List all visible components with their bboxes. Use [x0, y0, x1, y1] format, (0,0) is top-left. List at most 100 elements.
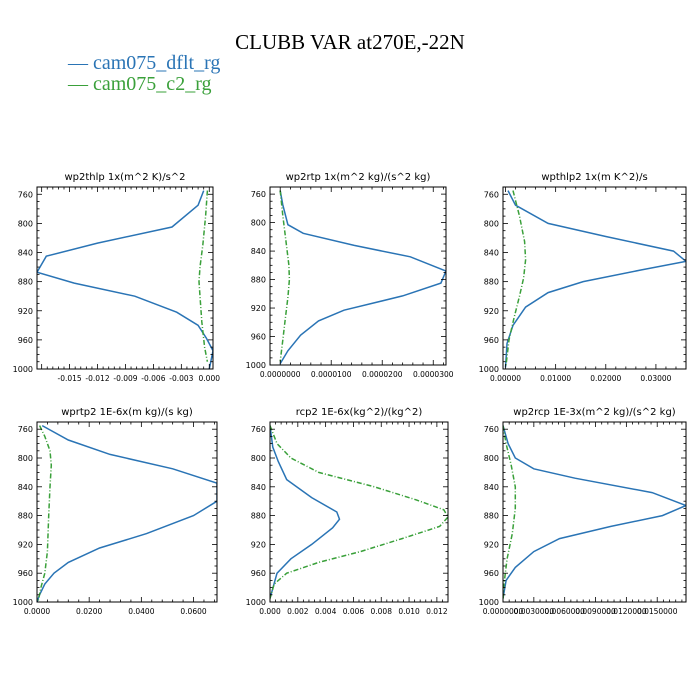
series-line-c2 [505, 190, 527, 366]
y-tick-label: 960 [251, 333, 266, 342]
x-tick-label: -0.015 [57, 374, 81, 383]
plot-frame [502, 186, 687, 370]
y-tick-label: 1000 [13, 365, 33, 374]
series-line-c2 [279, 190, 291, 362]
y-tick-label: 760 [251, 190, 266, 199]
series-line-dflt [270, 425, 341, 599]
panel-5: rcp2 1E-6x(kg^2)/(kg^2) 760 800 840 880 920 96… [246, 407, 449, 616]
y-tick-label: 800 [18, 219, 33, 228]
series-line-c2 [37, 425, 53, 601]
y-tick-label: 800 [251, 454, 266, 463]
x-tick-label: 0.0060000 [544, 607, 585, 616]
y-tick-label: 880 [18, 512, 33, 521]
y-tick-label: 800 [484, 219, 499, 228]
x-tick-label: 0.01000 [540, 374, 571, 383]
y-tick-label: 960 [18, 336, 33, 345]
series-line-dflt [37, 424, 217, 602]
y-tick-label: 760 [484, 190, 499, 199]
panel-title: wpthlp2 1x(m K^2)/s [541, 172, 647, 183]
x-tick-label: 0.002 [287, 607, 309, 616]
panel-title: rcp2 1E-6x(kg^2)/(kg^2) [296, 407, 423, 418]
y-tick-label: 1000 [479, 365, 499, 374]
x-tick-label: 0.000 [199, 374, 221, 383]
x-tick-label: 0.0400 [128, 607, 154, 616]
panel-3: wpthlp2 1x(m K^2)/s 760 800 840 880 920 960 100… [479, 172, 687, 383]
panel-title: wprtp2 1E-6x(m kg)/(s kg) [61, 407, 193, 418]
y-tick-label: 920 [18, 307, 33, 316]
panel-title: wp2rtp 1x(m^2 kg)/(s^2 kg) [286, 172, 431, 183]
y-tick-label: 760 [251, 425, 266, 434]
y-tick-label: 840 [484, 483, 499, 492]
series-line-dflt [504, 190, 686, 368]
x-tick-label: 0.012 [426, 607, 448, 616]
x-tick-label: -0.003 [169, 374, 193, 383]
x-tick-label: 0.008 [371, 607, 393, 616]
x-tick-label: 0.0000300 [413, 370, 454, 379]
legend-label-dflt: cam075_dflt_rg [93, 52, 221, 74]
x-tick-label: -0.006 [141, 374, 165, 383]
y-tick-label: 920 [251, 304, 266, 313]
y-tick-label: 920 [251, 540, 266, 549]
x-tick-label: 0.0000000 [483, 607, 524, 616]
x-tick-label: 0.03000 [640, 374, 671, 383]
y-tick-label: 840 [484, 249, 499, 258]
series-line-c2 [198, 190, 209, 362]
x-tick-label: 0.0030000 [514, 607, 555, 616]
x-tick-label: 0.0600 [180, 607, 206, 616]
y-tick-label: 920 [18, 540, 33, 549]
y-tick-label: 840 [18, 249, 33, 258]
plot-frame [36, 186, 214, 370]
y-tick-label: 920 [484, 307, 499, 316]
panel-1: wp2thlp 1x(m^2 K)/s^2 760 800 840 880 920 960 1… [13, 172, 221, 383]
legend-item-dflt: — cam075_dflt_rg [68, 52, 220, 75]
y-tick-label: 800 [484, 454, 499, 463]
panel-2: wp2rtp 1x(m^2 kg)/(s^2 kg) 760 800 840 880 92… [246, 172, 454, 379]
series-line-dflt [37, 190, 213, 369]
figure-title: CLUBB VAR at270E,-22N [235, 30, 465, 54]
x-tick-label: 0.0000 [24, 607, 50, 616]
y-tick-label: 880 [484, 278, 499, 287]
x-tick-label: 0.004 [315, 607, 337, 616]
x-tick-label: 0.0120000 [606, 607, 647, 616]
x-tick-label: 0.0200 [76, 607, 102, 616]
panel-title: wp2rcp 1E-3x(m^2 kg)/(s^2 kg) [513, 407, 676, 418]
x-tick-label: -0.012 [85, 374, 109, 383]
y-tick-label: 760 [18, 425, 33, 434]
x-tick-label: 0.0090000 [575, 607, 616, 616]
series-line-dflt [279, 190, 446, 364]
x-tick-label: 0.0000200 [362, 370, 403, 379]
y-tick-label: 880 [18, 278, 33, 287]
x-tick-label: 0.006 [343, 607, 365, 616]
y-tick-label: 1000 [13, 598, 33, 607]
y-tick-label: 920 [484, 540, 499, 549]
legend-line-c2: — [68, 73, 88, 95]
y-tick-label: 960 [484, 336, 499, 345]
x-tick-label: 0.010 [398, 607, 420, 616]
panel-4: wprtp2 1E-6x(m kg)/(s kg) 760 800 840 880 920… [13, 407, 218, 616]
y-tick-label: 1000 [479, 598, 499, 607]
y-tick-label: 880 [251, 512, 266, 521]
y-tick-label: 800 [251, 219, 266, 228]
y-tick-label: 880 [484, 512, 499, 521]
y-tick-label: 840 [251, 483, 266, 492]
plot-frame [502, 421, 687, 603]
y-tick-label: 1000 [246, 598, 266, 607]
legend-item-c2: — cam075_c2_rg [68, 73, 212, 96]
plot-frame [36, 421, 218, 603]
legend-line-dflt: — [68, 52, 88, 74]
y-tick-label: 840 [18, 483, 33, 492]
y-tick-label: 840 [251, 247, 266, 256]
x-tick-label: -0.009 [113, 374, 137, 383]
x-tick-label: 0.0000100 [311, 370, 352, 379]
panel-6: wp2rcp 1E-3x(m^2 kg)/(s^2 kg) 760 800 840 88… [479, 407, 687, 616]
y-tick-label: 760 [18, 190, 33, 199]
y-tick-label: 800 [18, 454, 33, 463]
y-tick-label: 960 [251, 569, 266, 578]
x-tick-label: 0.0150000 [637, 607, 678, 616]
y-tick-label: 960 [484, 569, 499, 578]
panel-title: wp2thlp 1x(m^2 K)/s^2 [64, 172, 185, 183]
x-tick-label: 0.0000000 [260, 370, 301, 379]
y-tick-label: 960 [18, 569, 33, 578]
series-line-c2 [270, 425, 448, 599]
